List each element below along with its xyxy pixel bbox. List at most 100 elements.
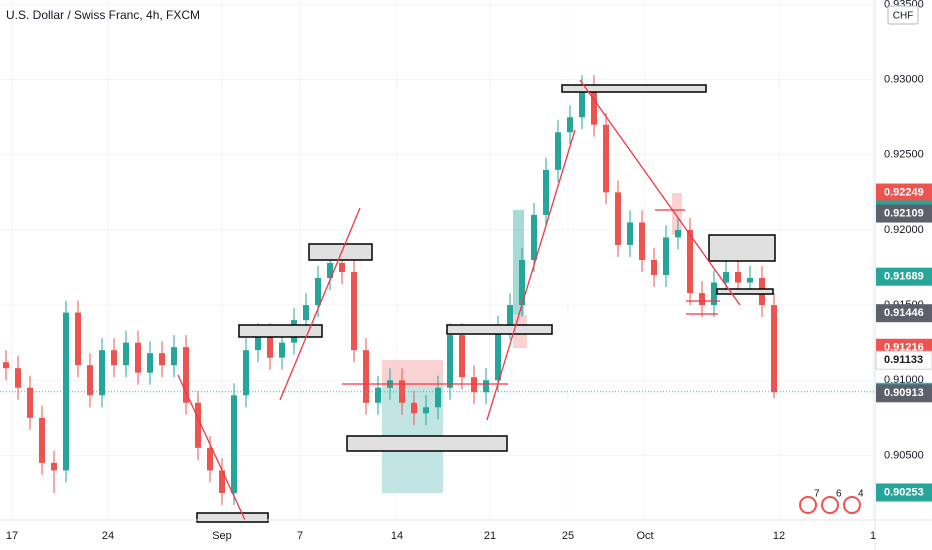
price-tag-label: 0.91133 [884,354,923,366]
x-tick-label: 25 [562,530,574,542]
candle-body [747,278,753,283]
event-count: 4 [858,489,864,500]
candle-body [267,335,273,358]
drawings-top [177,79,776,523]
candle-body [3,362,9,369]
candle-body [111,350,117,366]
candle-body [495,327,501,381]
candle-body [135,342,141,373]
candle-body [27,387,33,418]
event-icon [821,496,839,514]
candle-body [147,353,153,373]
candle-body [687,229,693,294]
event-count: 6 [836,489,842,500]
level-box [716,288,774,295]
x-tick-label: 12 [773,530,785,542]
price-tag-label: 0.90253 [884,486,924,498]
price-tag-label: 0.91446 [884,307,924,319]
candle-body [75,312,81,366]
candle-body [531,214,537,260]
x-tick-label: 24 [102,530,114,542]
axis-labels: 17 24 Sep 7 14 21 25 Oct 12 1 0.93500 0.93000 0.9250… [6,0,932,542]
x-tick-label: 1 [870,530,876,542]
candle-body [231,395,237,493]
trend-line [279,207,361,401]
candle-body [699,293,705,306]
candle-body [327,263,333,279]
candle-body [723,272,729,283]
candle-body [459,335,465,378]
candle-body [99,350,105,396]
candle-body [315,278,321,306]
event-icon [843,496,861,514]
candle-body [219,470,225,493]
zone [672,193,682,235]
price-tag-label: 0.90913 [884,387,924,399]
candle-body [627,222,633,245]
candle-body [735,272,741,283]
candle-body [207,447,213,471]
candle-body [411,402,417,414]
level-box [196,512,269,523]
candle-body [51,462,57,471]
candle-body [171,347,177,366]
price-tag-label: 0.91689 [884,271,924,283]
event-count: 7 [814,489,820,500]
trend-line [177,374,246,521]
candle-body [471,377,477,393]
y-tick-label: 0.90500 [884,449,924,461]
candle-body [603,124,609,193]
candle-body [351,272,357,351]
candle-body [711,282,717,306]
candle-body [651,260,657,276]
candle-body [195,402,201,448]
level-box [708,234,776,262]
level-box [308,243,373,261]
candle-body [303,305,309,321]
x-tick-label: 17 [6,530,18,542]
candle-body [447,335,453,388]
x-tick-label: Oct [636,530,653,542]
chart-title: U.S. Dollar / Swiss Franc, 4h, FXCM [6,8,200,22]
candle-body [555,132,561,170]
candle-body [87,365,93,396]
candle-body [771,305,777,393]
x-tick-label: 7 [297,530,303,542]
x-tick-label: Sep [212,530,232,542]
price-tag [876,183,932,202]
y-tick-label: 0.93000 [884,74,924,86]
price-tag-label: 0.91216 [884,342,924,354]
trend-line [486,129,576,421]
candle-body [567,117,573,133]
candle-body [483,380,489,393]
level-box [238,324,323,338]
trend-line [579,79,741,306]
y-tick-label: 0.92500 [884,149,924,161]
candle-body [519,260,525,306]
candle-body [15,368,21,388]
candle-body [423,407,429,414]
price-tag [876,267,932,286]
candle-body [363,350,369,403]
price-tag-label: 0.92249 [884,186,924,198]
y-tick-label: 0.92000 [884,224,924,236]
candle-body [243,350,249,396]
level-box [561,84,707,93]
candle-body [663,237,669,276]
price-tag [875,350,932,370]
zone [513,210,524,315]
candle-body [183,347,189,403]
candle-body [339,263,345,273]
level-box [346,435,508,452]
price-tag [876,204,932,223]
y-tick-label: 0.93500 [884,0,924,10]
x-tick-label: 14 [391,530,403,542]
event-icon [799,496,817,514]
price-tag-label: 0.92109 [884,207,924,219]
currency-box [887,5,919,25]
price-tag [876,304,932,323]
candle-body [543,169,549,215]
candle-body [615,192,621,245]
candle-body [579,87,585,118]
